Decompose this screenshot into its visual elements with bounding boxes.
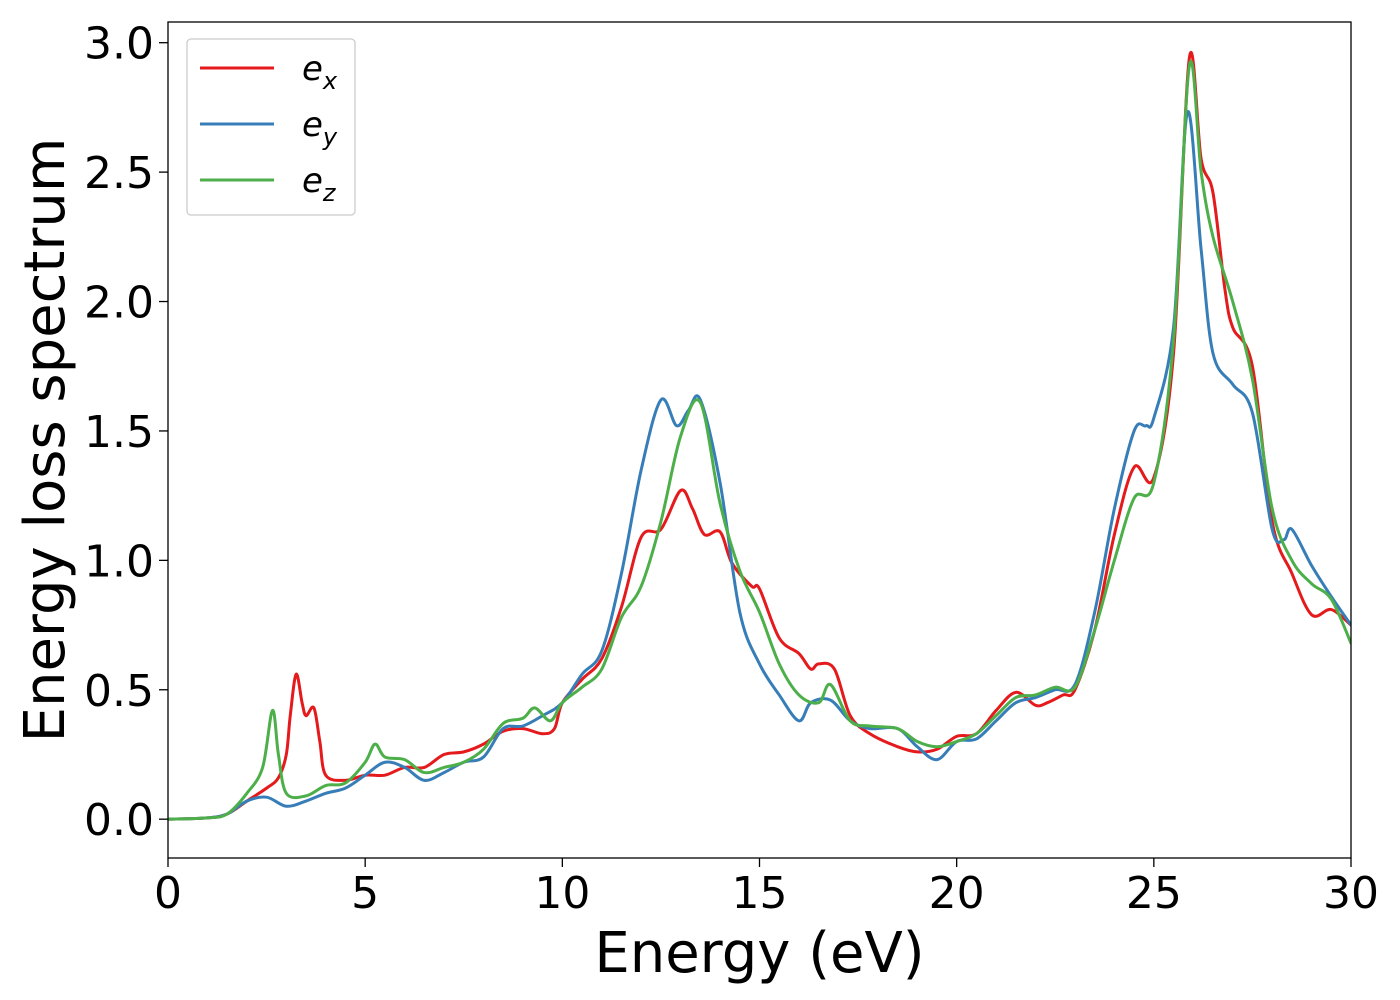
x-axis-title: Energy (eV) bbox=[594, 921, 924, 986]
y-tick-label: 2.0 bbox=[84, 278, 154, 329]
x-tick-label: 10 bbox=[534, 868, 590, 919]
y-tick-label: 2.5 bbox=[84, 148, 154, 199]
x-tick-label: 25 bbox=[1126, 868, 1182, 919]
legend-label-ez: ez bbox=[302, 161, 337, 207]
series-line-ez bbox=[168, 60, 1351, 821]
x-tick-label: 0 bbox=[154, 868, 182, 919]
y-tick-label: 0.5 bbox=[84, 666, 154, 717]
x-axis-ticks: 0 5 10 15 20 25 30 bbox=[154, 858, 1379, 919]
legend: ex ey ez bbox=[186, 38, 356, 216]
y-tick-label: 3.0 bbox=[84, 19, 154, 70]
x-tick-label: 20 bbox=[929, 868, 985, 919]
x-tick-label: 15 bbox=[732, 868, 788, 919]
series-layer bbox=[168, 51, 1351, 821]
x-tick-label: 30 bbox=[1323, 868, 1379, 919]
y-tick-label: 1.0 bbox=[84, 536, 154, 587]
series-line-ey bbox=[168, 110, 1351, 821]
legend-label-ey: ey bbox=[302, 105, 338, 151]
y-axis-ticks: 0.0 0.5 1.0 1.5 2.0 2.5 3.0 bbox=[84, 19, 168, 846]
legend-box bbox=[186, 38, 356, 216]
legend-label-ex: ex bbox=[302, 49, 338, 95]
y-axis-title: Energy loss spectrum bbox=[13, 138, 78, 743]
x-tick-label: 5 bbox=[351, 868, 379, 919]
y-tick-label: 1.5 bbox=[84, 407, 154, 458]
y-tick-label: 0.0 bbox=[84, 795, 154, 846]
